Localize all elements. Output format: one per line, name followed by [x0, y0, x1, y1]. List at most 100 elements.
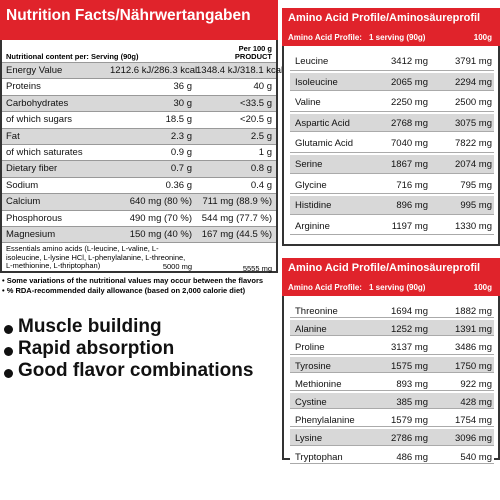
amino-serving: 1694 mg	[391, 306, 428, 317]
note: • % RDA-recommended daily allowance (bas…	[2, 286, 246, 295]
amino-row	[290, 411, 494, 428]
amino-row	[290, 356, 494, 373]
row-serving: 2.3 g	[170, 130, 192, 142]
amino-name: Leucine	[295, 56, 329, 67]
amino-row	[2, 242, 276, 271]
amino-per100: 7822 mg	[455, 138, 492, 150]
header-per100: Per 100 g	[238, 44, 272, 53]
amino-name: Glycine	[295, 179, 327, 191]
row-label: Magnesium	[6, 229, 56, 240]
row-per100: 0.8 g	[250, 163, 272, 175]
amino-serving: 2786 mg	[391, 433, 428, 445]
nutrition-title: Nutrition Facts/Nährwertangaben	[0, 0, 278, 40]
amino-per100: 3075 mg	[455, 117, 492, 129]
amino-per100: 1754 mg	[455, 415, 492, 427]
amino-row	[290, 155, 494, 174]
amino-row	[290, 72, 494, 92]
table-row	[2, 193, 276, 210]
table-row	[2, 209, 276, 226]
row-label: Carbohydrates	[6, 97, 69, 109]
row-serving: 150 mg (40 %)	[129, 229, 192, 240]
bullet: Rapid absorption	[18, 338, 175, 359]
amino-row	[290, 374, 494, 391]
amino-per100: 1330 mg	[455, 220, 492, 232]
header-per100-2: PRODUCT	[234, 52, 272, 61]
amino-name: Isoleucine	[295, 76, 338, 88]
table-row	[2, 62, 276, 79]
amino-per100: 995 mg	[460, 200, 492, 212]
note: • Some variations of the nutritional val…	[2, 276, 264, 285]
amino-serving: 1252 mg	[391, 324, 428, 336]
amino-header-bar	[282, 279, 500, 296]
amino-serving: 3137 mg	[391, 342, 428, 354]
amino-serving: 2768 mg	[391, 117, 428, 129]
row-per100: 40 g	[253, 81, 273, 93]
row-per100: <20.5 g	[240, 114, 272, 126]
amino-header-serving: 1 serving (90g)	[369, 283, 426, 292]
amino-name: Phenylalanine	[295, 415, 355, 427]
amino-row	[290, 93, 494, 112]
amino-row	[290, 338, 494, 355]
bullet-dot	[4, 369, 13, 378]
amino-row	[290, 113, 494, 133]
amino-name: Proline	[295, 342, 325, 354]
amino-header-bar	[282, 29, 500, 46]
amino-name: Tyrosine	[295, 360, 331, 372]
row-serving: 30 g	[173, 97, 193, 109]
table-row	[2, 160, 276, 177]
amino-serving: 2065 mg	[391, 76, 428, 88]
amino-title: Amino Acid Profile/Aminosäureprofil	[282, 8, 500, 29]
table-row	[2, 78, 276, 95]
bullet-dot	[4, 347, 13, 356]
row-per100: 0.4 g	[250, 179, 272, 191]
amino-serving: 486 mg	[396, 451, 428, 463]
amino-header-label: Amino Acid Profile:	[288, 33, 362, 42]
row-serving: 640 mg (80 %)	[129, 196, 192, 208]
table-row	[2, 226, 276, 243]
amino-serving: 2250 mg	[391, 97, 428, 109]
amino-serving: 1197 mg	[391, 220, 428, 232]
row-per100: 167 mg (44.5 %)	[201, 229, 272, 240]
amino-serving: 385 mg	[396, 397, 428, 408]
amino-per100: 795 mg	[460, 179, 492, 191]
amino-serving: 1579 mg	[391, 415, 428, 427]
row-per100: 711 mg (88.9 %)	[202, 196, 272, 208]
amino-row	[290, 216, 494, 236]
amino-name: Histidine	[295, 200, 332, 212]
row-serving: 18.5 g	[165, 114, 192, 126]
amino-per100: 428 mg	[460, 397, 492, 408]
amino-name: Alanine	[295, 324, 327, 336]
amino-name: Arginine	[295, 220, 330, 232]
amino-per100: 3486 mg	[455, 342, 492, 354]
amino-serving: 716 mg	[396, 179, 428, 191]
amino-row	[290, 134, 494, 153]
amino-title: Amino Acid Profile/Aminosäureprofil	[282, 258, 500, 279]
row-serving: 36 g	[173, 81, 193, 93]
table-row	[2, 176, 276, 194]
amino-name: Lysine	[295, 433, 323, 445]
amino-row	[290, 302, 494, 319]
row-per100: 544 mg (77.7 %)	[201, 212, 272, 224]
bullet: Good flavor combinations	[18, 360, 254, 381]
amino-per100: 3791 mg	[455, 56, 492, 67]
amino-header-label: Amino Acid Profile:	[288, 283, 362, 292]
amino-row	[290, 429, 494, 446]
amino-per100: 2074 mg	[455, 159, 492, 170]
amino-per100: 1882 mg	[455, 306, 492, 317]
amino-row	[290, 320, 494, 337]
amino-name: Methionine	[295, 378, 342, 390]
header-label: Nutritional content per: Serving (90g)	[6, 52, 139, 61]
row-serving: 0.9 g	[170, 147, 192, 158]
table-row	[2, 144, 276, 161]
row-label: of which saturates	[6, 147, 83, 158]
amino-serving: 5000 mg	[162, 262, 192, 272]
amino-per100: 2294 mg	[455, 76, 492, 88]
amino-name: Serine	[295, 159, 323, 170]
row-label: Calcium	[6, 196, 41, 208]
table-row	[2, 127, 276, 144]
amino-name: Valine	[295, 97, 321, 109]
row-serving: 0.36 g	[165, 179, 192, 191]
amino-serving: 1867 mg	[391, 159, 428, 170]
row-per100: 1348.4 kJ/318.1 kcal	[196, 65, 284, 76]
